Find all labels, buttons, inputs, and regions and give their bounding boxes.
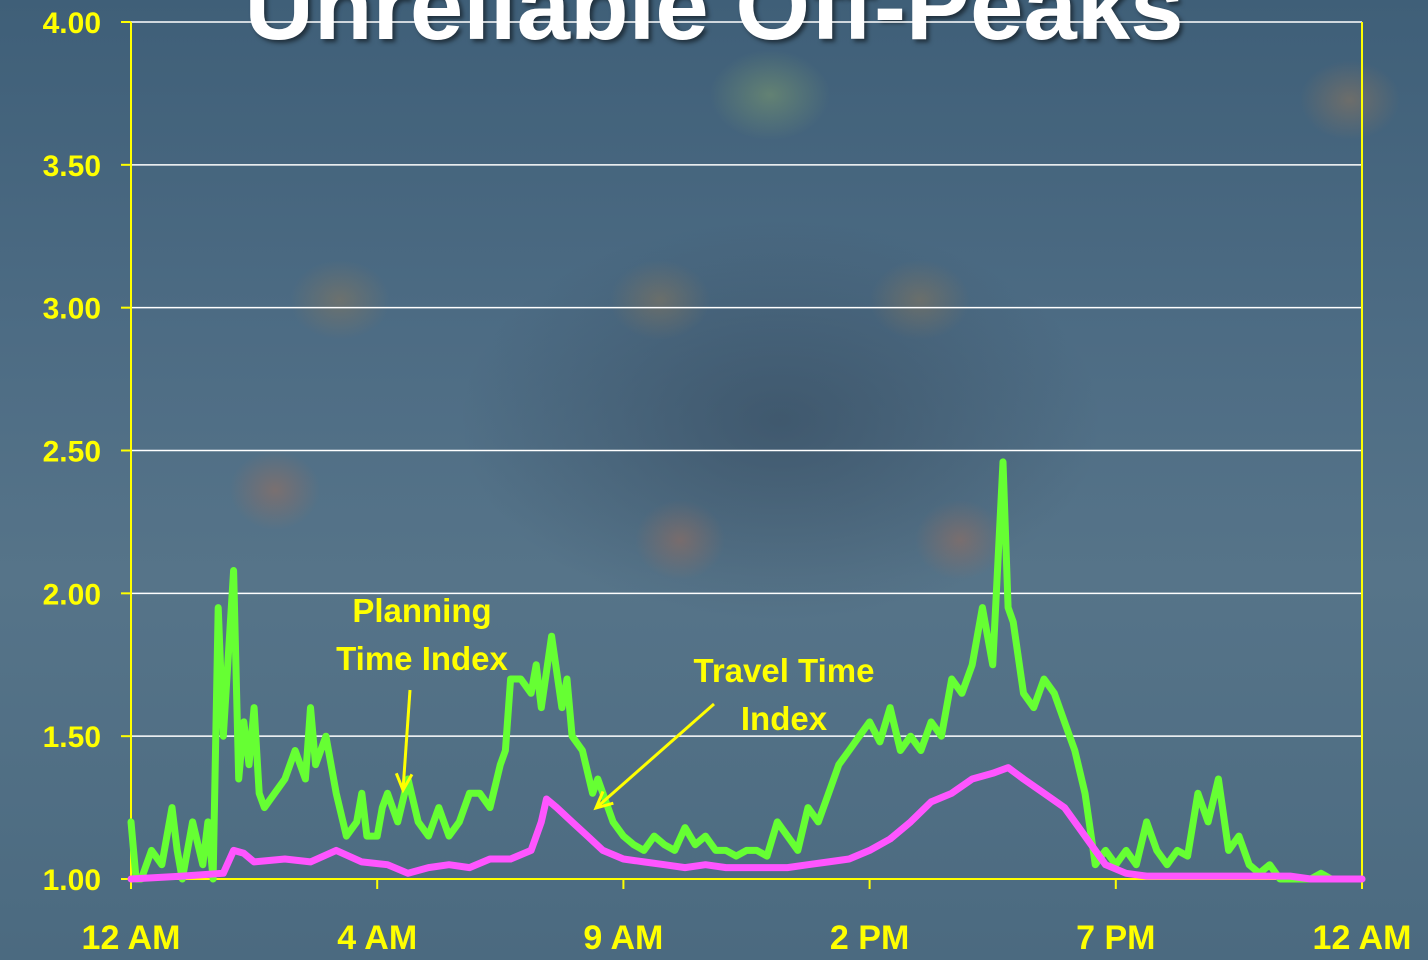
x-tick-label: 2 PM [830,919,909,957]
x-tick-label: 4 AM [337,919,417,957]
planning-time-index-line [127,458,1366,883]
slide-title: Unreliable Off-Peaks [244,0,1184,60]
y-tick-label: 1.50 [43,721,101,754]
x-tick-label: 12 AM [82,919,181,957]
y-tick-label: 1.00 [43,864,101,897]
x-tick-label: 12 AM [1313,919,1412,957]
annotation-planning-line2: Time Index [336,640,508,677]
travel-arrow-head [593,790,614,811]
y-tick-label: 2.50 [43,436,101,469]
annotation-travel-line2: Index [741,700,828,737]
planning-arrow [401,689,412,791]
x-tick-label: 7 PM [1076,919,1155,957]
travel-time-index-line [127,764,1366,883]
planning-arrow-head [394,772,414,794]
y-tick-label: 2.00 [43,578,101,611]
annotation-planning-line1: Planning [352,592,491,629]
x-tick-label: 9 AM [583,919,663,957]
travel-arrow [595,702,715,810]
annotation-travel-line1: Travel Time [693,652,874,689]
y-tick-label: 3.50 [43,150,101,183]
y-tick-label: 3.00 [43,293,101,326]
y-tick-label: 4.00 [43,7,101,40]
